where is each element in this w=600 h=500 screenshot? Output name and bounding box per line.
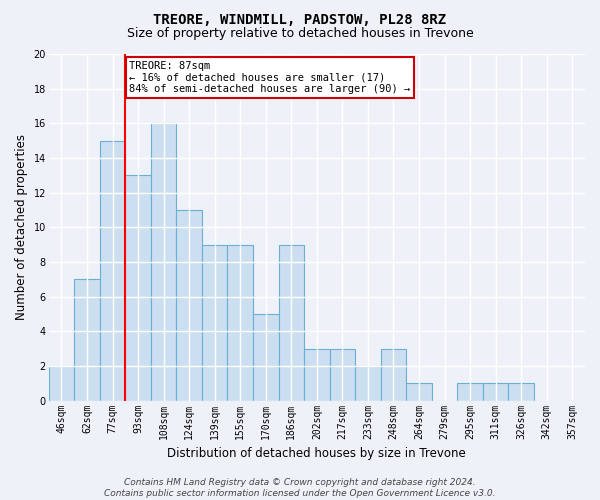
Bar (49, 366, 74, 400)
Bar (176, 210, 202, 400)
Text: TREORE: 87sqm
← 16% of detached houses are smaller (17)
84% of semi-detached hou: TREORE: 87sqm ← 16% of detached houses a… (129, 61, 410, 94)
Bar (151, 124, 176, 400)
Bar (227, 244, 253, 400)
Bar (355, 366, 380, 400)
Bar (457, 384, 483, 400)
Bar (125, 176, 151, 400)
Text: Contains HM Land Registry data © Crown copyright and database right 2024.
Contai: Contains HM Land Registry data © Crown c… (104, 478, 496, 498)
Text: Size of property relative to detached houses in Trevone: Size of property relative to detached ho… (127, 28, 473, 40)
Bar (380, 348, 406, 401)
X-axis label: Distribution of detached houses by size in Trevone: Distribution of detached houses by size … (167, 447, 466, 460)
Bar (100, 140, 125, 400)
Bar (202, 244, 227, 400)
Y-axis label: Number of detached properties: Number of detached properties (15, 134, 28, 320)
Bar (483, 384, 508, 400)
Bar (329, 348, 355, 401)
Bar (74, 280, 100, 400)
Bar (406, 384, 432, 400)
Bar (253, 314, 278, 400)
Text: TREORE, WINDMILL, PADSTOW, PL28 8RZ: TREORE, WINDMILL, PADSTOW, PL28 8RZ (154, 12, 446, 26)
Bar (304, 348, 329, 401)
Bar (508, 384, 534, 400)
Bar (278, 244, 304, 400)
